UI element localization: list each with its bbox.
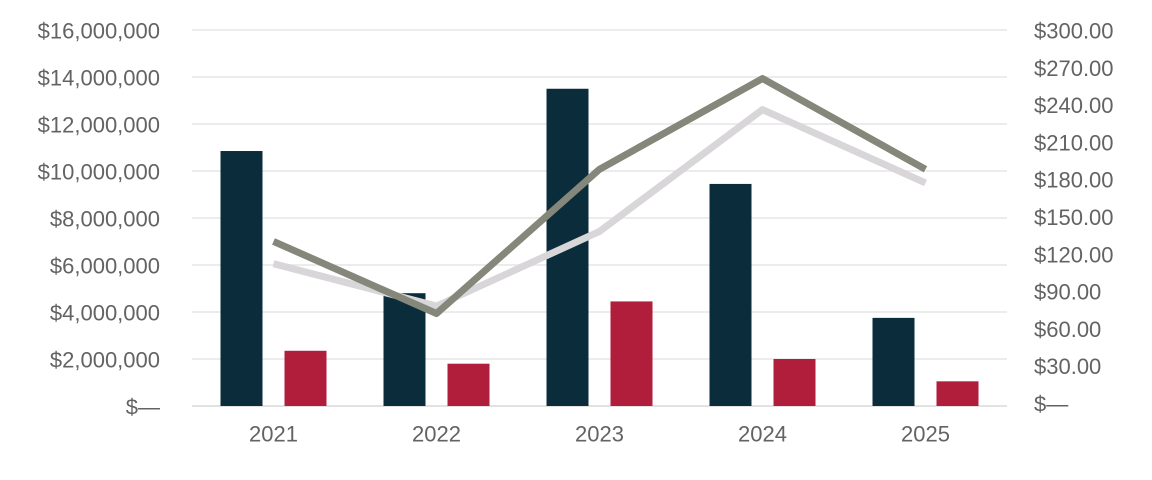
left-axis-tick-label: $10,000,000 xyxy=(38,160,160,185)
bars-red-bar-2024 xyxy=(773,359,816,406)
bars-red-bar-2021 xyxy=(284,350,327,406)
line-dark-gray-line xyxy=(272,75,928,317)
x-axis-label: 2024 xyxy=(738,422,787,447)
right-axis-tick-label: $240.00 xyxy=(1034,93,1114,118)
bars-red-bar-2022 xyxy=(447,363,490,406)
line-light-gray-line xyxy=(272,106,927,310)
left-axis-tick-label: $6,000,000 xyxy=(50,254,160,279)
right-axis-tick-label: $150.00 xyxy=(1034,205,1114,230)
bars-navy-bar-2022 xyxy=(383,293,426,406)
left-axis-tick-label: $16,000,000 xyxy=(38,19,160,44)
left-axis-tick-label: $12,000,000 xyxy=(38,113,160,138)
right-axis-tick-label: $60.00 xyxy=(1034,317,1101,342)
right-axis-tick-label: $120.00 xyxy=(1034,242,1114,267)
right-axis-tick-label: $180.00 xyxy=(1034,168,1114,193)
right-axis-tick-label: $300.00 xyxy=(1034,19,1114,44)
right-axis-tick-label: $— xyxy=(1034,392,1068,417)
bars-navy-bar-2025 xyxy=(872,317,915,406)
x-axis-label: 2021 xyxy=(249,422,298,447)
x-axis-label: 2022 xyxy=(412,422,461,447)
left-axis-tick-label: $4,000,000 xyxy=(50,301,160,326)
right-axis-tick-label: $210.00 xyxy=(1034,130,1114,155)
bars-navy-bar-2024 xyxy=(709,183,752,406)
left-axis-tick-label: $2,000,000 xyxy=(50,348,160,373)
x-axis-label: 2023 xyxy=(575,422,624,447)
right-axis-tick-label: $270.00 xyxy=(1034,56,1114,81)
left-axis-tick-label: $14,000,000 xyxy=(38,66,160,91)
bars-red-bar-2023 xyxy=(610,301,653,406)
left-axis-tick-label: $— xyxy=(126,395,160,420)
right-axis-tick-label: $30.00 xyxy=(1034,354,1101,379)
left-axis-tick-label: $8,000,000 xyxy=(50,207,160,232)
right-axis-tick-label: $90.00 xyxy=(1034,280,1101,305)
x-axis-label: 2025 xyxy=(901,422,950,447)
bars-navy-bar-2021 xyxy=(220,151,263,406)
bars-red-bar-2025 xyxy=(936,381,979,406)
